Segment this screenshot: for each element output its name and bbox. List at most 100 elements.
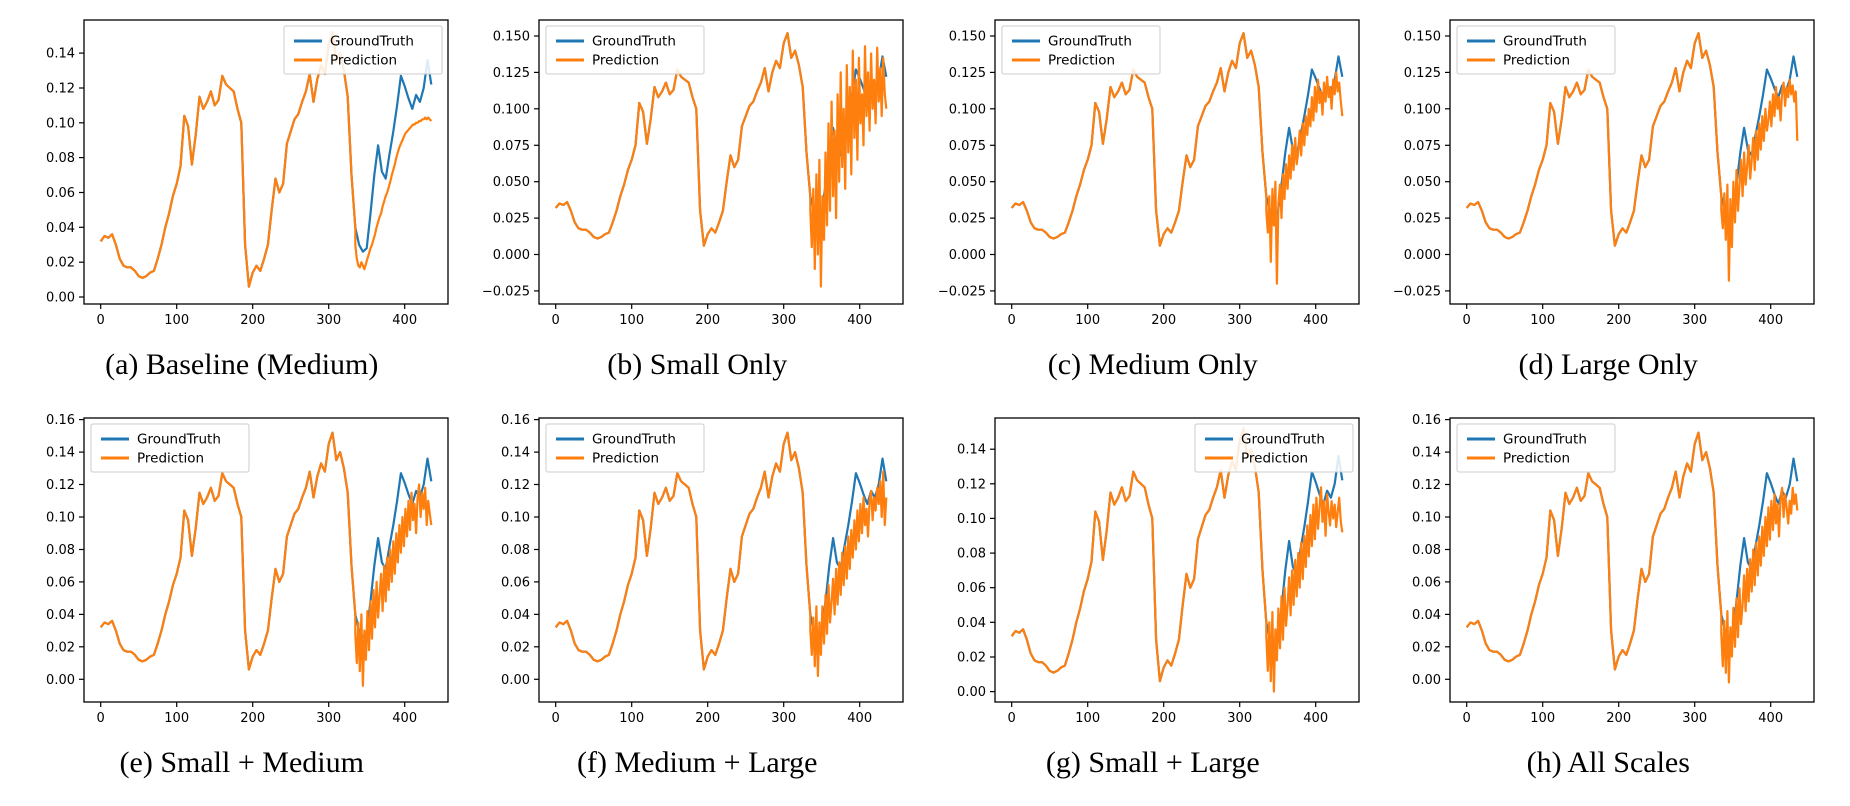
- prediction-line: [1010, 32, 1344, 285]
- y-tick-label: 0.02: [501, 640, 530, 655]
- legend-label-groundtruth: GroundTruth: [592, 34, 676, 50]
- legend-label-prediction: Prediction: [1503, 451, 1570, 467]
- y-tick-label: 0.06: [46, 186, 75, 201]
- legend: GroundTruth Prediction: [1456, 25, 1616, 75]
- legend-label-groundtruth: GroundTruth: [137, 432, 221, 448]
- y-tick-label: 0.075: [949, 139, 986, 154]
- y-tick-label: 0.02: [46, 256, 75, 271]
- x-tick-label: 400: [1759, 711, 1784, 726]
- subplot-caption-b: (b) Small Only: [607, 348, 788, 381]
- subplot-caption-h: (h) All Scales: [1526, 746, 1690, 779]
- legend-box: [1456, 25, 1616, 75]
- y-tick-label: 0.100: [1404, 102, 1441, 117]
- y-tick-label: 0.000: [493, 248, 530, 263]
- y-tick-label: 0.050: [493, 175, 530, 190]
- legend: GroundTruth Prediction: [1456, 423, 1616, 473]
- y-tick-label: 0.14: [957, 443, 986, 458]
- plot-area: [994, 417, 1360, 703]
- y-tick-label: 0.150: [493, 30, 530, 45]
- x-tick-label: 100: [620, 711, 645, 726]
- legend-label-groundtruth: GroundTruth: [1048, 34, 1132, 50]
- subplot-cell-a: 0.00 0.02 0.04 0.06 0.08 0.10 0.12 0.14 0 100 200 3…: [18, 8, 466, 404]
- y-tick-label: 0.12: [957, 477, 986, 492]
- x-tick-label: 100: [164, 711, 189, 726]
- y-tick-label: 0.14: [46, 47, 75, 62]
- subplot-cell-f: 0.00 0.02 0.04 0.06 0.08 0.10 0.12 0.14 0.16 0 100…: [474, 406, 922, 802]
- x-tick-label: 200: [696, 313, 721, 328]
- x-tick-label: 100: [1075, 711, 1100, 726]
- y-tick-label: 0.00: [501, 673, 530, 688]
- subplot-caption-f: (f) Medium + Large: [577, 746, 818, 779]
- x-tick-label: 300: [1683, 313, 1708, 328]
- y-tick-label: 0.12: [1412, 478, 1441, 493]
- plot-area: [83, 417, 449, 703]
- subplot-caption-g: (g) Small + Large: [1045, 746, 1260, 779]
- legend: GroundTruth Prediction: [1194, 423, 1354, 473]
- y-tick-label: 0.14: [1412, 446, 1441, 461]
- subplot-cell-g: 0.00 0.02 0.04 0.06 0.08 0.10 0.12 0.14 0 100 200 3…: [929, 406, 1377, 802]
- chart-d: −0.025 0.000 0.025 0.050 0.075 0.100 0.125 0.15…: [1388, 8, 1829, 340]
- y-tick-label: 0.125: [949, 66, 986, 81]
- x-tick-label: 300: [316, 711, 341, 726]
- subplot-caption-a: (a) Baseline (Medium): [105, 348, 379, 381]
- x-tick-label: 300: [1683, 711, 1708, 726]
- x-tick-label: 400: [392, 711, 417, 726]
- legend: GroundTruth Prediction: [545, 25, 705, 75]
- x-tick-label: 100: [1531, 711, 1556, 726]
- y-tick-label: 0.04: [501, 608, 530, 623]
- y-tick-label: 0.14: [501, 446, 530, 461]
- legend-box: [545, 25, 705, 75]
- subplot-svg-e: 0.00 0.02 0.04 0.06 0.08 0.10 0.12 0.14 0.16 0 100…: [21, 406, 462, 738]
- subplot-cell-c: −0.025 0.000 0.025 0.050 0.075 0.100 0.125 0.15…: [929, 8, 1377, 404]
- y-tick-label: 0.000: [949, 248, 986, 263]
- y-tick-label: 0.16: [1412, 413, 1441, 428]
- x-tick-label: 300: [772, 313, 797, 328]
- legend: GroundTruth Prediction: [283, 25, 443, 75]
- y-tick-label: 0.025: [493, 212, 530, 227]
- subplot-svg-c: −0.025 0.000 0.025 0.050 0.075 0.100 0.125 0.15…: [932, 8, 1373, 340]
- legend-box: [1456, 423, 1616, 473]
- prediction-line: [555, 32, 888, 288]
- y-tick-label: 0.04: [46, 221, 75, 236]
- y-tick-label: −0.025: [1393, 284, 1441, 299]
- legend: GroundTruth Prediction: [545, 423, 705, 473]
- y-tick-label: 0.00: [1412, 673, 1441, 688]
- y-tick-label: 0.100: [493, 102, 530, 117]
- y-tick-label: 0.050: [949, 175, 986, 190]
- legend: GroundTruth Prediction: [1001, 25, 1161, 75]
- x-tick-label: 0: [96, 711, 104, 726]
- y-tick-label: 0.02: [957, 651, 986, 666]
- y-tick-label: 0.12: [501, 478, 530, 493]
- legend-box: [1194, 423, 1354, 473]
- subplot-svg-h: 0.00 0.02 0.04 0.06 0.08 0.10 0.12 0.14 0.16 0 100…: [1388, 406, 1829, 738]
- subplot-cell-e: 0.00 0.02 0.04 0.06 0.08 0.10 0.12 0.14 0.16 0 100…: [18, 406, 466, 802]
- legend-label-groundtruth: GroundTruth: [592, 432, 676, 448]
- subplot-cell-h: 0.00 0.02 0.04 0.06 0.08 0.10 0.12 0.14 0.16 0 100…: [1385, 406, 1833, 802]
- y-tick-label: 0.025: [949, 212, 986, 227]
- x-tick-label: 0: [1007, 711, 1015, 726]
- y-tick-label: 0.02: [1412, 640, 1441, 655]
- legend-label-prediction: Prediction: [592, 451, 659, 467]
- x-tick-label: 100: [1075, 313, 1100, 328]
- y-tick-label: 0.00: [46, 673, 75, 688]
- x-tick-label: 100: [620, 313, 645, 328]
- x-tick-label: 0: [552, 313, 560, 328]
- y-tick-label: 0.06: [46, 575, 75, 590]
- y-tick-label: 0.150: [949, 30, 986, 45]
- y-tick-label: 0.16: [46, 413, 75, 428]
- x-tick-label: 400: [1759, 313, 1784, 328]
- plot-area: [538, 417, 904, 703]
- legend-label-prediction: Prediction: [1503, 53, 1570, 69]
- x-tick-label: 400: [1303, 711, 1328, 726]
- subplot-caption-e: (e) Small + Medium: [119, 746, 364, 779]
- x-tick-label: 200: [696, 711, 721, 726]
- x-tick-label: 200: [1151, 313, 1176, 328]
- y-tick-label: 0.000: [1404, 248, 1441, 263]
- chart-f: 0.00 0.02 0.04 0.06 0.08 0.10 0.12 0.14 0.16 0 100…: [477, 406, 918, 738]
- subplot-svg-a: 0.00 0.02 0.04 0.06 0.08 0.10 0.12 0.14 0 100 200 3…: [21, 8, 462, 340]
- legend-box: [283, 25, 443, 75]
- y-tick-label: 0.06: [1412, 575, 1441, 590]
- chart-h: 0.00 0.02 0.04 0.06 0.08 0.10 0.12 0.14 0.16 0 100…: [1388, 406, 1829, 738]
- plot-area: [994, 19, 1360, 305]
- legend: GroundTruth Prediction: [90, 423, 250, 473]
